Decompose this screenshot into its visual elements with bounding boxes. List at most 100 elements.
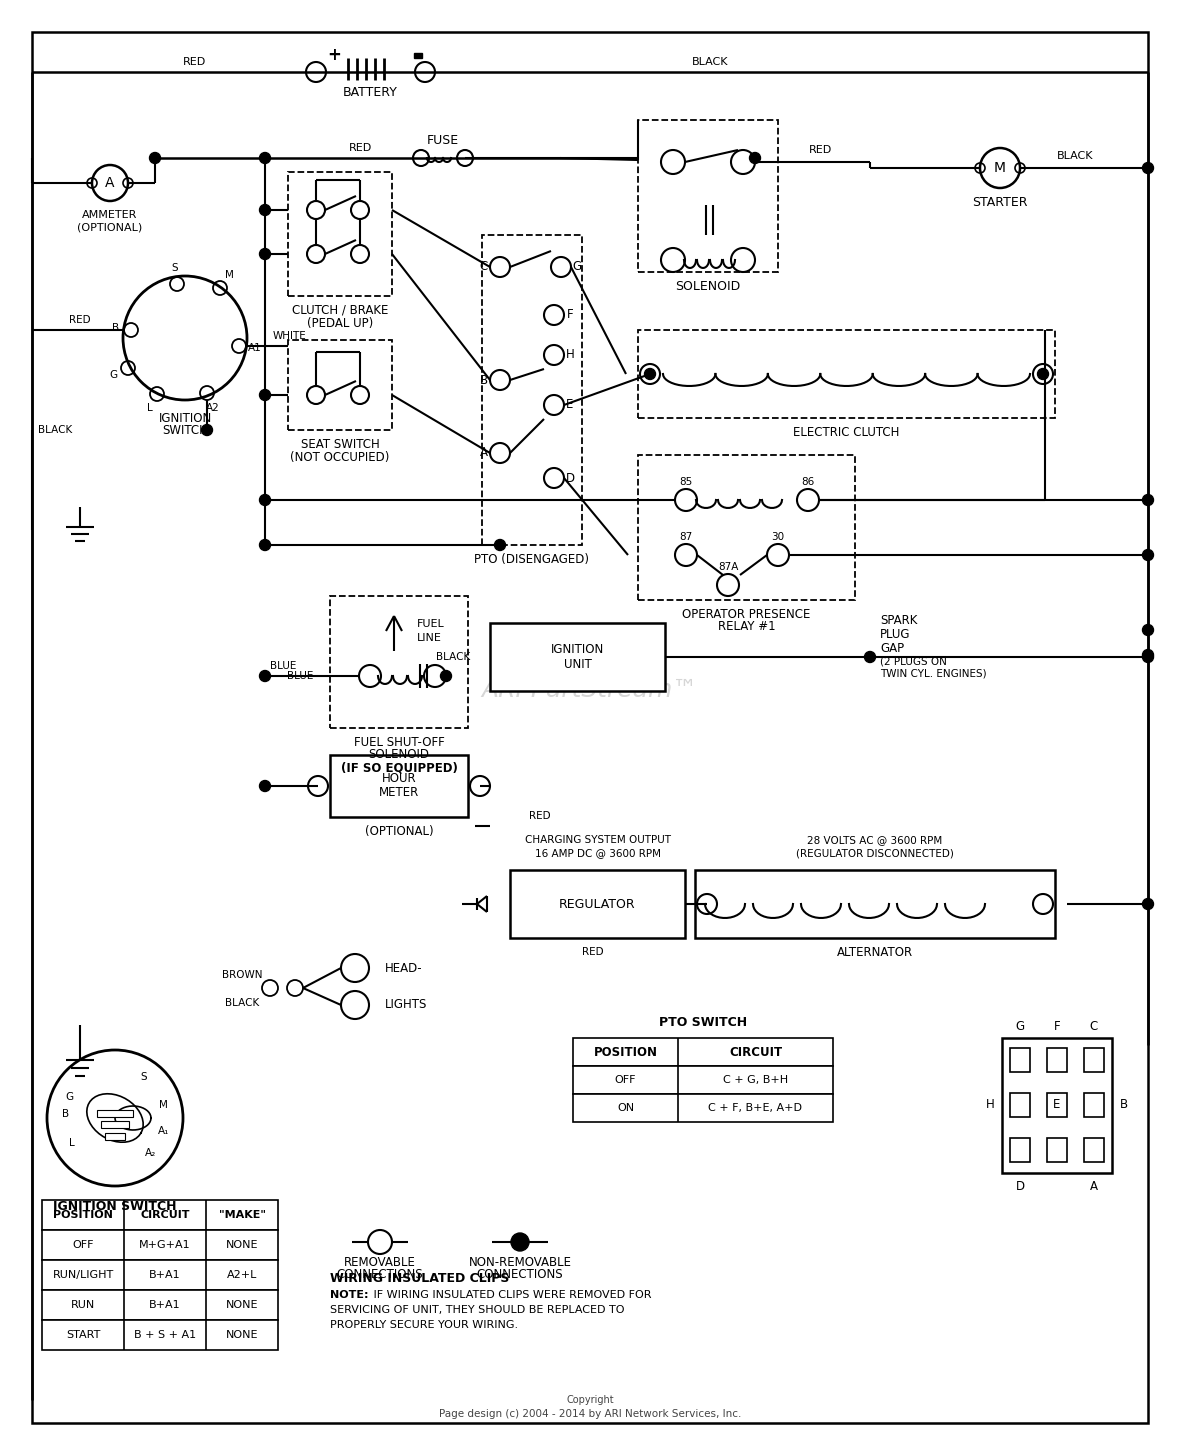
- Text: 86: 86: [801, 477, 814, 487]
- Text: D: D: [565, 471, 575, 485]
- Text: C + G, B+H: C + G, B+H: [723, 1075, 788, 1085]
- Text: BLACK: BLACK: [225, 998, 260, 1008]
- Text: C: C: [480, 260, 489, 274]
- Text: REMOVABLE: REMOVABLE: [345, 1256, 415, 1269]
- Text: S: S: [140, 1072, 148, 1083]
- Bar: [330, 755, 468, 818]
- Text: STARTER: STARTER: [972, 195, 1028, 208]
- Text: CONNECTIONS: CONNECTIONS: [477, 1269, 563, 1282]
- Bar: [105, 1133, 125, 1141]
- Text: 16 AMP DC @ 3600 RPM: 16 AMP DC @ 3600 RPM: [535, 848, 661, 858]
- Text: (OPTIONAL): (OPTIONAL): [365, 825, 433, 838]
- Text: BLACK: BLACK: [691, 57, 728, 67]
- Circle shape: [260, 205, 270, 215]
- Text: NONE: NONE: [225, 1240, 258, 1250]
- Text: PROPERLY SECURE YOUR WIRING.: PROPERLY SECURE YOUR WIRING.: [330, 1320, 518, 1330]
- Text: E: E: [1054, 1099, 1061, 1112]
- Text: WHITE: WHITE: [273, 330, 307, 340]
- Text: IF WIRING INSULATED CLIPS WERE REMOVED FOR: IF WIRING INSULATED CLIPS WERE REMOVED F…: [371, 1291, 651, 1299]
- Text: ARI PartStream™: ARI PartStream™: [481, 678, 699, 701]
- Text: B+A1: B+A1: [149, 1299, 181, 1310]
- Circle shape: [260, 249, 270, 259]
- Text: AMMETER: AMMETER: [83, 210, 138, 220]
- Bar: [42, 1260, 278, 1291]
- Text: D: D: [1016, 1180, 1024, 1193]
- Bar: [1084, 1093, 1104, 1117]
- Bar: [1010, 1093, 1030, 1117]
- Text: F: F: [1054, 1020, 1061, 1033]
- Text: S: S: [171, 263, 178, 274]
- Text: BATTERY: BATTERY: [342, 86, 398, 99]
- Text: 87A: 87A: [717, 562, 739, 572]
- Text: H: H: [565, 349, 575, 361]
- Circle shape: [865, 652, 876, 662]
- Bar: [1084, 1138, 1104, 1163]
- Text: HEAD-: HEAD-: [385, 962, 422, 975]
- Text: POSITION: POSITION: [594, 1046, 657, 1058]
- Circle shape: [260, 153, 270, 163]
- Text: BLACK: BLACK: [38, 425, 72, 435]
- Text: 87: 87: [680, 533, 693, 543]
- Text: NONE: NONE: [225, 1299, 258, 1310]
- Text: LIGHTS: LIGHTS: [385, 998, 427, 1011]
- Circle shape: [1142, 652, 1154, 662]
- Text: A2: A2: [206, 403, 219, 413]
- Text: SPARK: SPARK: [880, 614, 917, 627]
- Bar: [1010, 1048, 1030, 1072]
- Text: RED: RED: [529, 810, 551, 821]
- Text: (PEDAL UP): (PEDAL UP): [307, 317, 373, 329]
- Text: IGNITION
UNIT: IGNITION UNIT: [551, 643, 604, 671]
- Bar: [1002, 1037, 1112, 1173]
- Text: G: G: [110, 371, 118, 380]
- Text: RED: RED: [70, 314, 91, 324]
- Bar: [573, 1094, 833, 1122]
- Bar: [330, 597, 468, 728]
- Text: H: H: [985, 1099, 995, 1112]
- Text: L: L: [148, 403, 152, 413]
- Bar: [1047, 1138, 1067, 1163]
- Text: B: B: [112, 323, 119, 333]
- Text: C: C: [1090, 1020, 1099, 1033]
- Text: B: B: [480, 374, 489, 387]
- Text: A: A: [480, 447, 489, 460]
- Bar: [638, 119, 778, 272]
- Text: SEAT SWITCH: SEAT SWITCH: [301, 438, 380, 451]
- Text: A₁: A₁: [158, 1126, 169, 1136]
- Text: FUEL: FUEL: [417, 618, 445, 629]
- Text: RED: RED: [348, 143, 372, 153]
- Text: PTO SWITCH: PTO SWITCH: [658, 1017, 747, 1030]
- Text: CONNECTIONS: CONNECTIONS: [336, 1269, 424, 1282]
- Bar: [42, 1229, 278, 1260]
- Text: A2+L: A2+L: [227, 1270, 257, 1280]
- Text: LINE: LINE: [417, 633, 441, 643]
- Circle shape: [260, 540, 270, 550]
- Text: A1: A1: [248, 343, 262, 354]
- Text: HOUR: HOUR: [381, 773, 417, 786]
- Text: METER: METER: [379, 787, 419, 799]
- Text: F: F: [566, 308, 573, 322]
- Text: OFF: OFF: [615, 1075, 636, 1085]
- Text: 30: 30: [772, 533, 785, 543]
- Circle shape: [494, 540, 505, 550]
- Bar: [288, 340, 392, 431]
- Text: (IF SO EQUIPPED): (IF SO EQUIPPED): [341, 761, 458, 774]
- Bar: [573, 1067, 833, 1094]
- Text: SOLENOID: SOLENOID: [368, 748, 430, 761]
- Text: B + S + A1: B + S + A1: [135, 1330, 196, 1340]
- Text: L: L: [68, 1138, 74, 1148]
- Bar: [1047, 1093, 1067, 1117]
- Text: FUEL SHUT-OFF: FUEL SHUT-OFF: [354, 735, 445, 748]
- Bar: [638, 455, 855, 599]
- Text: "MAKE": "MAKE": [218, 1211, 266, 1219]
- Bar: [42, 1320, 278, 1350]
- Bar: [97, 1110, 133, 1117]
- Text: RED: RED: [183, 57, 206, 67]
- Text: CHARGING SYSTEM OUTPUT: CHARGING SYSTEM OUTPUT: [525, 835, 671, 845]
- Circle shape: [1142, 624, 1154, 636]
- Text: C + F, B+E, A+D: C + F, B+E, A+D: [708, 1103, 802, 1113]
- Text: +: +: [327, 47, 341, 64]
- Text: (NOT OCCUPIED): (NOT OCCUPIED): [290, 451, 389, 464]
- Text: (REGULATOR DISCONNECTED): (REGULATOR DISCONNECTED): [796, 848, 953, 858]
- Text: START: START: [66, 1330, 100, 1340]
- Bar: [42, 1200, 278, 1229]
